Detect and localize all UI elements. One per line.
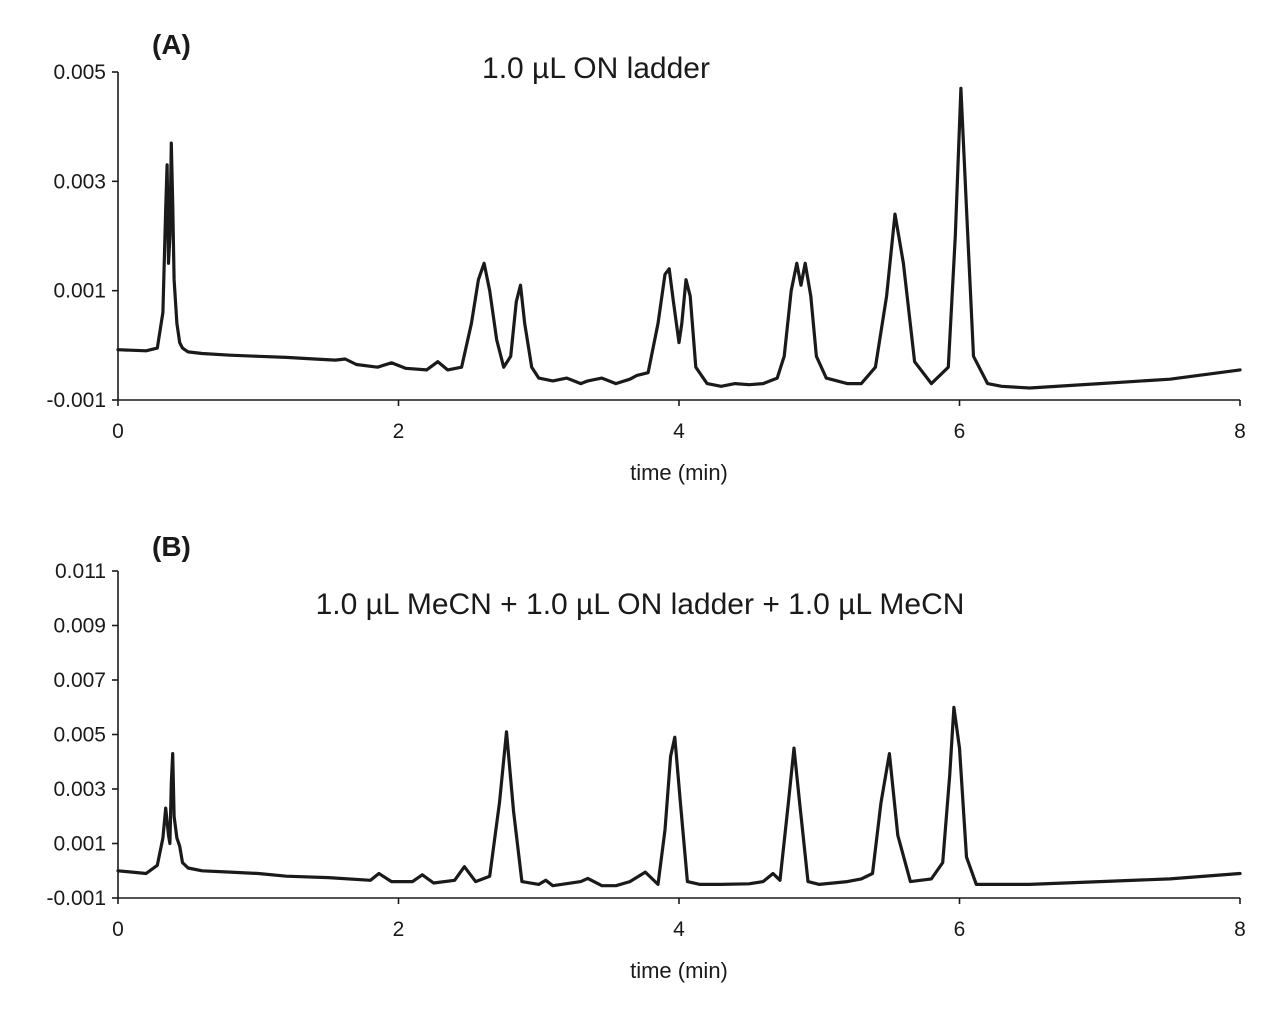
panel-a-x-axis-label: time (min)	[630, 460, 728, 485]
panel-a-letter: (A)	[152, 29, 191, 60]
panel-b-x-tick-label: 8	[1234, 918, 1246, 941]
panel-b-x-tick-label: 4	[673, 918, 685, 941]
panel-b-y-tick-label: 0.007	[53, 669, 106, 692]
panel-b-y-tick-label: -0.001	[46, 887, 106, 910]
panel-b-x-axis-label: time (min)	[630, 958, 728, 983]
panel-b-x-tick-label: 0	[112, 918, 124, 941]
panel-b-x-tick-label: 6	[954, 918, 966, 941]
panel-a-x-tick-label: 2	[393, 420, 405, 443]
panel-a-x-tick-label: 4	[673, 420, 685, 443]
panel-a-trace	[116, 86, 1242, 390]
panel-a-y-tick-label: 0.005	[53, 61, 106, 84]
panel-a-chart: (A) 1.0 µL ON ladder -0.001 0.001 0.003 0.0…	[46, 29, 1245, 485]
panel-a-x-tick-label: 8	[1234, 420, 1246, 443]
panel-b-ticks: -0.001 0.001 0.003 0.005 0.007 0.009 0.011 0 2 4 6…	[46, 560, 1245, 941]
panel-a-y-tick-label: 0.001	[53, 280, 106, 303]
panel-b-title: 1.0 µL MeCN + 1.0 µL ON ladder + 1.0 µL …	[316, 588, 965, 621]
panel-b-letter: (B)	[152, 531, 191, 562]
panel-b-y-tick-label: 0.001	[53, 833, 106, 856]
panel-b-y-tick-label: 0.011	[55, 560, 106, 583]
panel-b-trace	[116, 705, 1242, 888]
panel-a-y-tick-label: -0.001	[46, 389, 106, 412]
panel-a-y-tick-label: 0.003	[53, 170, 106, 193]
panel-a-ticks: -0.001 0.001 0.003 0.005 0 2 4 6 8	[46, 61, 1245, 443]
panel-b-x-tick-label: 2	[393, 918, 405, 941]
panel-a-x-tick-label: 6	[954, 420, 966, 443]
panel-a-title: 1.0 µL ON ladder	[482, 52, 710, 85]
panel-b-chart: (B) 1.0 µL MeCN + 1.0 µL ON ladder + 1.0…	[46, 531, 1245, 983]
panel-b-y-tick-label: 0.005	[53, 724, 106, 747]
panel-b-y-tick-label: 0.009	[53, 615, 106, 638]
panel-a-x-tick-label: 0	[112, 420, 124, 443]
panel-b-y-tick-label: 0.003	[53, 778, 106, 801]
